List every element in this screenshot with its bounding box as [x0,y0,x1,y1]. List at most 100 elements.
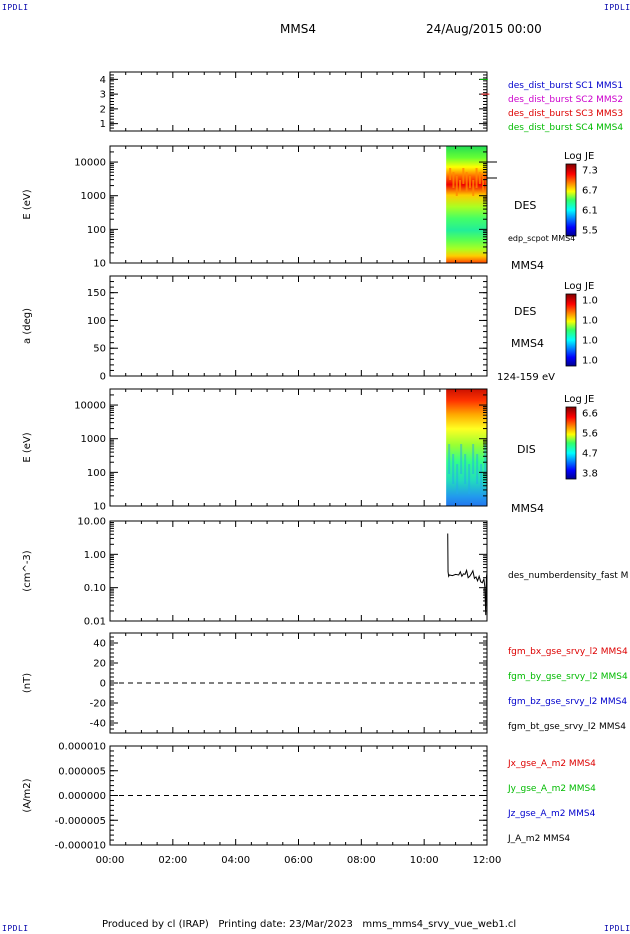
dis_energy-colorbar-tick: 6.6 [582,409,598,420]
des_pitch-colorbar-tick: 1.0 [582,336,598,347]
mag-ytick-label: -20 [90,699,106,710]
mag-ytick-label: 20 [93,659,106,670]
des_energy-spectrogram [446,146,487,263]
dis_energy-spectrogram-streak [476,454,479,484]
xaxis-tick-label: 08:00 [347,855,376,866]
mag-legend-2: fgm_by_gse_srvy_l2 MMS4 [508,672,628,682]
des_pitch-colorbar-title: Log JE [564,281,594,292]
current-legend-4: J_A_m2 MMS4 [507,834,570,844]
dis_energy-ytick-label: 10 [93,502,106,513]
des_energy-spectrogram-streak [482,176,485,192]
current-legend-3: Jz_gse_A_m2 MMS4 [507,809,596,819]
des_energy-spectrogram-streak [455,176,458,196]
dis_energy-colorbar [565,406,577,480]
des_energy-spectrogram-streak [468,176,471,188]
des_pitch-right-label2: MMS4 [511,337,544,350]
des_energy-colorbar-tick: 6.1 [582,206,598,217]
dis_energy-spectrogram-streak [456,464,459,494]
des_pitch-right-label: DES [514,305,536,318]
dis_energy-spectrogram-streak [464,454,467,484]
dis_energy-spectrogram-streak [460,444,463,474]
des_energy-colorbar-title: Log JE [564,151,594,162]
dis_energy-ylabel: E (eV) [22,432,33,462]
plot-datetime: 24/Aug/2015 00:00 [426,22,542,36]
dis_energy-ytick-label: 100 [87,468,106,479]
burst-ytick-label: 4 [100,75,106,86]
dis_energy-spectrogram-streak [472,444,475,474]
des_energy-spectrogram-streak [459,180,462,192]
density-series [447,533,488,616]
des_pitch-colorbar [565,293,577,367]
des_energy-ytick-label: 100 [87,225,106,236]
des_energy-spectrogram-streak [449,168,452,180]
burst-frame [109,71,488,132]
current-legend-2: Jy_gse_A_m2 MMS4 [507,784,596,794]
current-ytick-label: 0.000005 [58,766,106,777]
des_energy-spectrogram-streak [462,168,465,184]
des_energy-spectrogram-streak [478,172,481,184]
density-ytick-label: 10.00 [77,517,106,528]
xaxis-tick-label: 06:00 [284,855,313,866]
dis_energy-ytick-label: 1000 [81,434,106,445]
density-ytick-label: 1.00 [84,550,106,561]
current-ytick-label: 0.000010 [58,742,106,753]
des_pitch-ytick-label: 100 [87,316,106,327]
burst-ytick-label: 2 [100,104,106,115]
density-legend: des_numberdensity_fast M [508,571,628,581]
mag-legend-1: fgm_bx_gse_srvy_l2 MMS4 [508,647,628,657]
current-ytick-label: 0.000000 [58,791,106,802]
mag-ytick-label: 0 [100,679,106,690]
dis_energy-colorbar-title: Log JE [564,394,594,405]
des_energy-colorbar-tick: 7.3 [582,166,598,177]
dis_energy-spectrogram-streak [448,444,451,474]
burst-ytick-label: 1 [100,119,106,130]
current-ytick-label: -0.000010 [55,841,106,852]
des_energy-ytick-label: 10 [93,259,106,270]
dis_energy-spectrogram-streak [480,464,483,494]
des_energy-ytick-label: 1000 [81,191,106,202]
burst-legend-1: des_dist_burst SC1 MMS1 [508,81,623,91]
corner-label-tr: IPDLI [604,3,630,12]
des_pitch-colorbar-tick: 1.0 [582,356,598,367]
burst-legend-3: des_dist_burst SC3 MMS3 [508,109,623,119]
corner-label-bl: IPDLI [2,924,29,933]
xaxis-tick-label: 00:00 [96,855,125,866]
density-ytick-label: 0.10 [84,583,106,594]
current-ylabel: (A/m2) [22,778,33,812]
dis_energy-colorbar-tick: 3.8 [582,469,598,480]
mission-title: MMS4 [280,22,316,36]
des_pitch-bottom-label: 124-159 eV [497,372,555,383]
des_energy-right-label: DES [514,199,536,212]
des_pitch-ylabel: a (deg) [22,308,33,344]
dis_energy-colorbar-tick: 5.6 [582,429,598,440]
des_pitch-colorbar-tick: 1.0 [582,316,598,327]
current-legend-1: Jx_gse_A_m2 MMS4 [507,759,596,769]
des_pitch-colorbar-tick: 1.0 [582,296,598,307]
density-ytick-label: 0.01 [84,617,106,628]
current-ytick-label: -0.000005 [55,816,106,827]
xaxis-tick-label: 02:00 [158,855,187,866]
corner-label-tl: IPDLI [2,3,29,12]
des_energy-spectrogram-streak [475,168,478,188]
des_energy-ytick-label: 10000 [74,158,106,169]
des_energy-ylabel: E (eV) [22,189,33,219]
xaxis-tick-label: 04:00 [221,855,250,866]
des_pitch-frame [109,275,488,377]
dis_energy-right-label: DIS [517,443,536,456]
burst-legend-2: des_dist_burst SC2 MMS2 [508,95,623,105]
corner-label-br: IPDLI [604,924,630,933]
dis_energy-spectrogram-streak [452,454,455,484]
des_pitch-ytick-label: 0 [100,372,106,383]
des_energy-spectrogram-streak [452,172,455,188]
footer-credits: Produced by cl (IRAP) Printing date: 23/… [102,919,517,930]
burst-ytick-label: 3 [100,90,106,101]
burst-legend-4: des_dist_burst SC4 MMS4 [508,123,623,133]
des_energy-frame [109,145,488,264]
des_energy-spectrogram-streak [485,180,488,200]
des_pitch-ytick-label: 50 [93,344,106,355]
des_energy-spectrogram-streak [465,172,468,192]
dis_energy-bottom-label: MMS4 [511,502,544,515]
xaxis-tick-label: 12:00 [473,855,502,866]
des_energy-right-label2: edp_scpot MMS4 [508,234,575,243]
